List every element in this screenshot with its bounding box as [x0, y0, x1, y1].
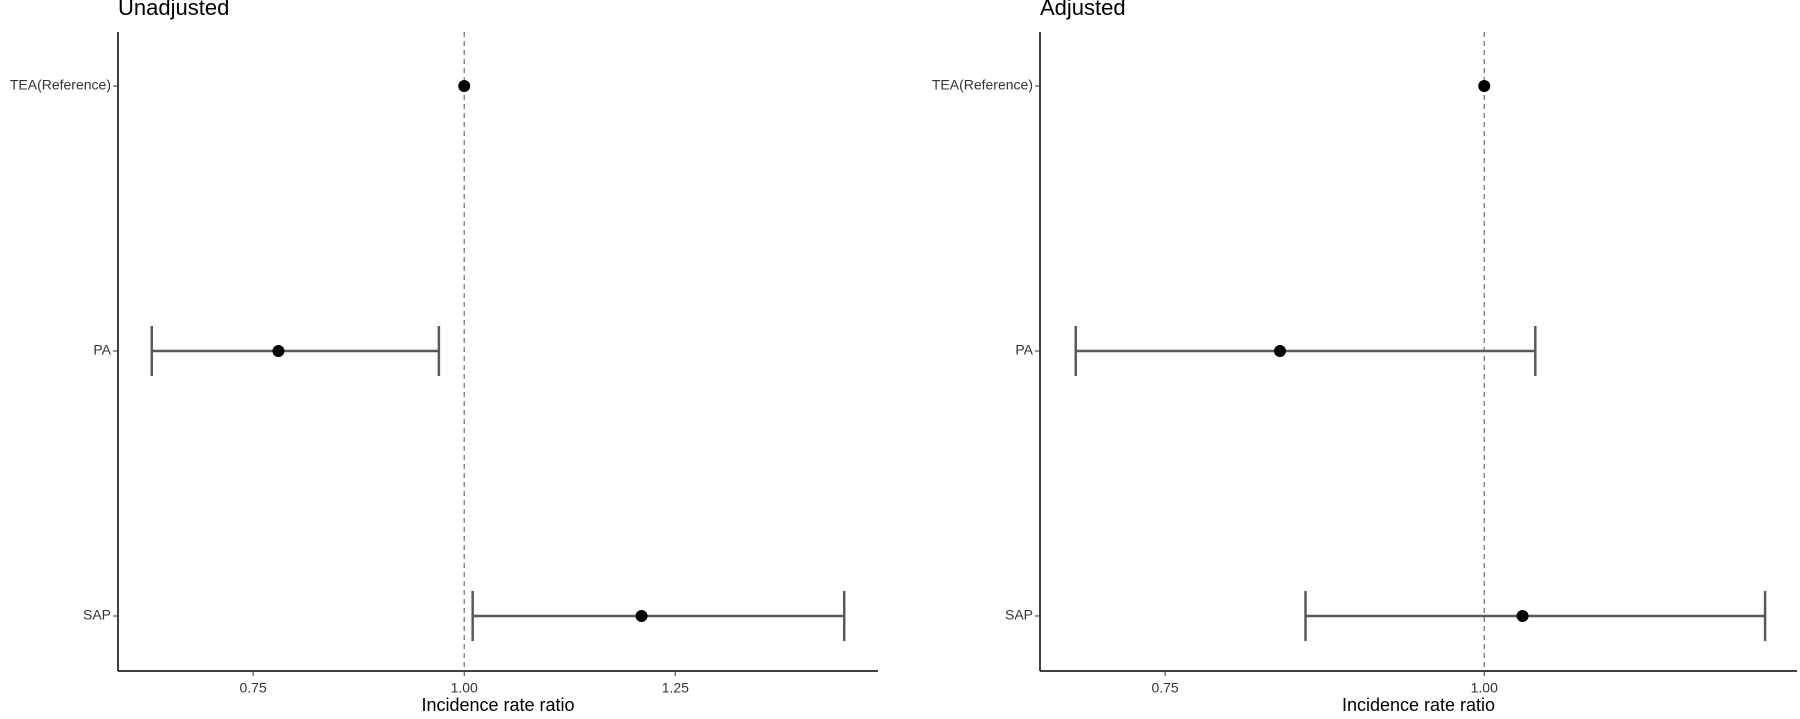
x-tick-label: 1.00 [1471, 680, 1498, 696]
y-tick-label: PA [1015, 342, 1033, 358]
point-estimate [1478, 80, 1491, 92]
y-tick-label: SAP [83, 607, 111, 623]
x-axis-label: Incidence rate ratio [1342, 695, 1495, 714]
y-tick-label: TEA(Reference) [932, 77, 1033, 93]
x-tick-label: 1.00 [451, 680, 478, 696]
point-estimate [458, 80, 471, 92]
x-tick-label: 1.25 [662, 680, 689, 696]
y-tick-label: PA [93, 342, 111, 358]
y-tick-label: TEA(Reference) [10, 77, 111, 93]
point-estimate [1516, 610, 1529, 622]
x-axis-label: Incidence rate ratio [421, 695, 574, 714]
point-estimate [272, 345, 285, 357]
x-tick-label: 0.75 [239, 680, 266, 696]
point-estimate [1273, 345, 1286, 357]
y-tick-label: SAP [1005, 607, 1033, 623]
x-tick-label: 0.75 [1151, 680, 1178, 696]
panel-title: Unadjusted [118, 0, 229, 20]
panel-title: Adjusted [1040, 0, 1126, 20]
point-estimate [635, 610, 648, 622]
